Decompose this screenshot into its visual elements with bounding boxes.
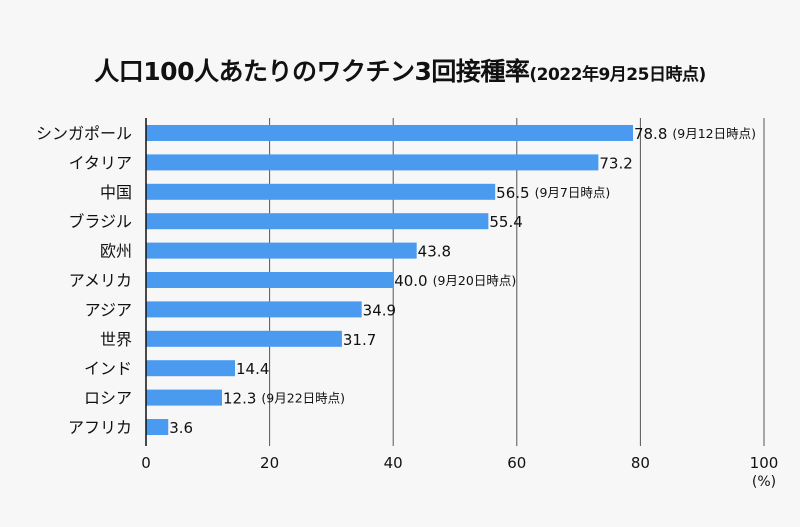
chart-title: 人口100人あたりのワクチン3回接種率(2022年9月25日時点)	[0, 52, 800, 88]
x-tick-label: 60	[507, 454, 526, 472]
x-tick-label: 100	[750, 454, 779, 472]
bar	[146, 419, 169, 435]
value-label: 73.2	[599, 154, 632, 172]
title-text: 人口100人あたりのワクチン3回接種率	[94, 57, 530, 86]
x-tick-label: 40	[384, 454, 403, 472]
value-label: 56.5	[496, 184, 529, 202]
bar	[146, 125, 633, 141]
subtitle-text: (2022年9月25日時点)	[529, 65, 706, 85]
bar	[146, 272, 394, 288]
value-label: 40.0	[394, 272, 427, 290]
bar	[146, 213, 489, 230]
value-label: 31.7	[343, 331, 376, 349]
category-label: シンガポール	[36, 124, 132, 143]
x-tick-label: 0	[141, 454, 151, 472]
bar	[146, 389, 223, 406]
bar	[146, 242, 417, 259]
bar	[146, 330, 342, 347]
value-label: 34.9	[363, 301, 396, 319]
category-label: ロシア	[84, 389, 132, 408]
x-tick-label: 80	[631, 454, 650, 472]
date-annotation: (9月20日時点)	[433, 273, 517, 288]
bar	[146, 183, 496, 200]
category-label: 欧州	[100, 242, 132, 261]
category-label: 中国	[100, 183, 132, 202]
value-label: 3.6	[169, 419, 193, 437]
category-label: アジア	[85, 300, 132, 319]
value-label: 14.4	[236, 360, 269, 378]
value-label: 12.3	[223, 390, 256, 408]
category-label: ブラジル	[68, 212, 132, 231]
x-unit-label: (%)	[752, 474, 776, 490]
category-label: イタリア	[69, 153, 132, 172]
value-label: 43.8	[418, 243, 451, 261]
date-annotation: (9月22日時点)	[261, 391, 345, 406]
bar	[146, 301, 362, 318]
value-label: 78.8	[634, 125, 667, 143]
x-tick-label: 20	[260, 454, 279, 472]
date-annotation: (9月7日時点)	[535, 185, 611, 200]
date-annotation: (9月12日時点)	[672, 126, 756, 141]
bar	[146, 360, 235, 377]
category-label: 世界	[100, 330, 132, 349]
category-label: アメリカ	[69, 271, 132, 290]
bar	[146, 154, 599, 171]
value-label: 55.4	[489, 213, 522, 231]
category-label: アフリカ	[68, 418, 132, 437]
category-label: インド	[84, 359, 132, 378]
